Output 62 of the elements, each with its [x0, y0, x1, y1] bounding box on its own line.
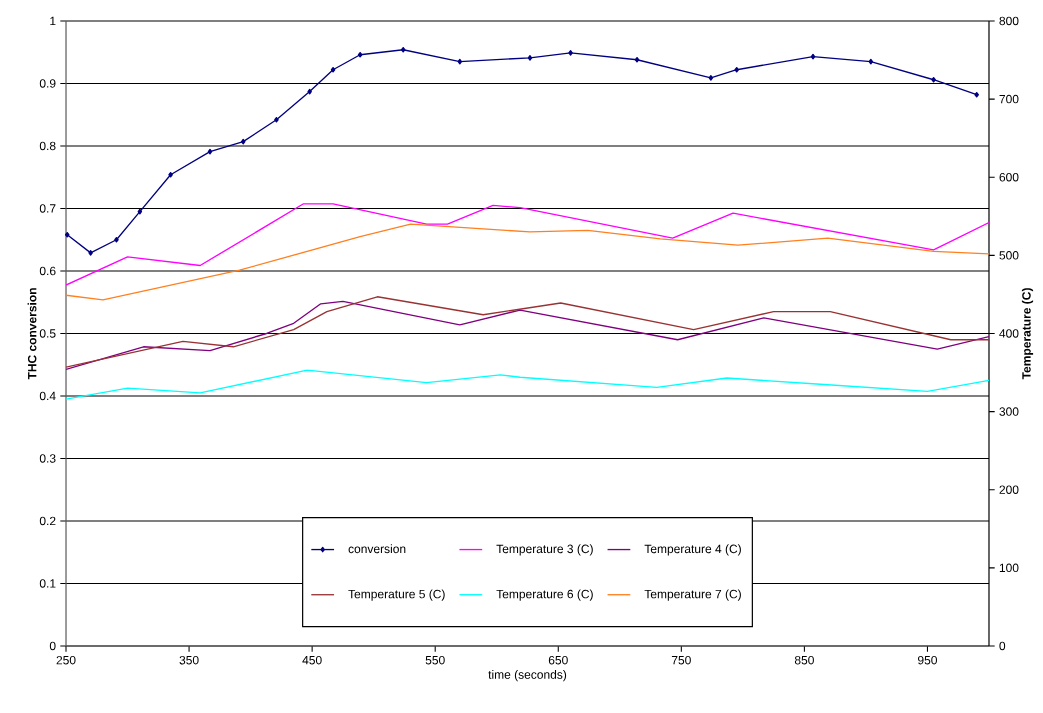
y-tick-label: 0.4 — [39, 391, 56, 401]
point — [207, 148, 213, 155]
x-axis-title: time (seconds) — [488, 670, 567, 682]
y2-tick-label: 300 — [999, 407, 1019, 416]
line-series — [66, 203, 989, 286]
line-series — [66, 369, 989, 400]
legend-label: Temperature 5 (C) — [348, 589, 445, 601]
y-tick-label: 0.3 — [39, 454, 56, 463]
y2-tick-label: 500 — [999, 251, 1019, 260]
point — [114, 236, 119, 243]
y2-tick-label: 400 — [999, 329, 1019, 338]
legend-label: Temperature 3 (C) — [496, 544, 593, 556]
point — [88, 250, 93, 256]
y-tick-label: 0.7 — [39, 204, 56, 213]
line-series — [66, 223, 989, 301]
point — [64, 231, 70, 238]
y-tick-label: 0.8 — [39, 141, 56, 151]
y2-tick-label: 800 — [999, 16, 1019, 26]
point — [457, 58, 463, 65]
y-tick-label: 0.1 — [39, 579, 56, 588]
point — [974, 91, 979, 98]
x-tick-label: 650 — [548, 655, 568, 665]
legend-label: Temperature 4 (C) — [644, 544, 741, 556]
y2-tick-label: 200 — [999, 485, 1019, 494]
point — [527, 55, 533, 61]
x-tick-label: 450 — [302, 655, 322, 665]
y2-tick-label: 100 — [999, 563, 1019, 573]
point — [168, 171, 173, 178]
x-tick-label: 750 — [671, 655, 691, 665]
point — [330, 66, 336, 73]
x-tick-label: 550 — [425, 655, 445, 665]
legend-label: Temperature 6 (C) — [496, 589, 593, 601]
point — [810, 53, 816, 60]
x-tick-label: 350 — [179, 655, 199, 665]
point — [400, 46, 406, 53]
legend-label: Temperature 7 (C) — [644, 589, 741, 601]
y-axis-title: THC conversion — [27, 288, 37, 380]
point — [868, 58, 874, 65]
y-tick-label: 1 — [50, 16, 56, 26]
point — [357, 51, 363, 58]
y2-axis-title: Temperature (C) — [1021, 288, 1034, 380]
point — [634, 56, 640, 63]
y-tick-label: 0.9 — [39, 79, 56, 88]
y2-tick-label: 700 — [999, 94, 1019, 104]
point — [931, 76, 936, 83]
point — [274, 116, 279, 123]
legend-label: conversion — [348, 544, 406, 554]
y2-tick-label: 600 — [999, 172, 1019, 182]
x-tick-label: 950 — [918, 655, 937, 665]
y-tick-label: 0 — [49, 641, 56, 651]
y-tick-label: 0.5 — [39, 329, 56, 338]
point — [734, 66, 739, 73]
point — [240, 138, 246, 145]
y2-tick-label: 0 — [999, 641, 1006, 651]
x-tick-label: 250 — [56, 655, 76, 665]
x-tick-label: 850 — [794, 655, 814, 665]
y-tick-label: 0.6 — [39, 266, 56, 276]
point — [307, 88, 312, 95]
y-tick-label: 0.2 — [39, 516, 56, 526]
point — [137, 208, 143, 215]
point — [708, 75, 714, 81]
point — [568, 50, 573, 56]
